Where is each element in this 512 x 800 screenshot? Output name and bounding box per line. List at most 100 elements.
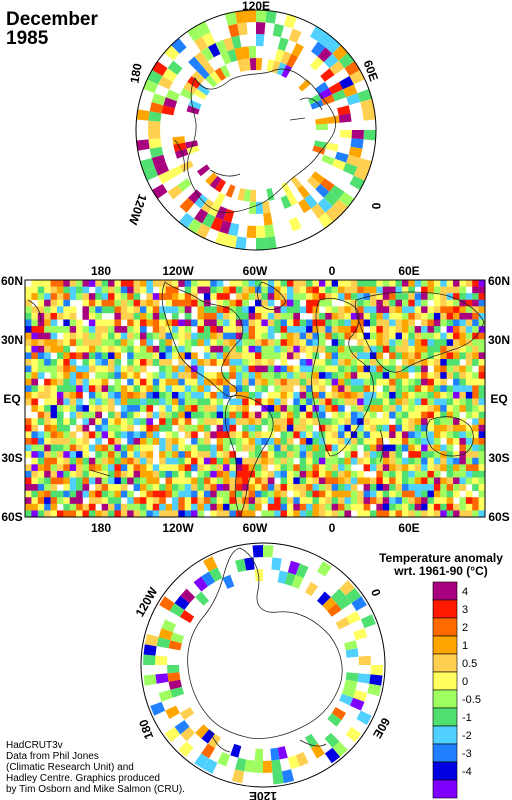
anomaly-cell [152, 378, 160, 386]
anomaly-cell [427, 457, 435, 465]
anomaly-cell [265, 10, 277, 24]
anomaly-cell [146, 477, 154, 485]
anomaly-cell [152, 61, 168, 76]
anomaly-cell [120, 306, 128, 314]
anomaly-cell [159, 398, 166, 406]
anomaly-cell [389, 365, 396, 373]
anomaly-cell [427, 444, 435, 452]
anomaly-cell [317, 47, 333, 63]
anomaly-cell [357, 378, 364, 386]
anomaly-cell [280, 365, 288, 373]
anomaly-cell [286, 339, 294, 347]
anomaly-cell [242, 319, 249, 327]
anomaly-cell [427, 280, 435, 287]
anomaly-cell [408, 286, 416, 294]
anomaly-cell [235, 464, 243, 472]
anomaly-cell [242, 372, 249, 380]
anomaly-cell [331, 405, 339, 412]
anomaly-cell [446, 411, 454, 419]
anomaly-cell [114, 306, 122, 314]
anomaly-cell [235, 490, 243, 498]
anomaly-cell [140, 464, 147, 472]
anomaly-cell [453, 352, 460, 360]
anomaly-cell [242, 431, 249, 439]
anomaly-cell [350, 319, 358, 327]
anomaly-cell [395, 319, 403, 327]
anomaly-cell [159, 359, 166, 366]
anomaly-cell [108, 391, 115, 399]
anomaly-cell [209, 176, 222, 189]
anomaly-cell [338, 484, 345, 491]
anomaly-cell [127, 339, 134, 347]
anomaly-cell [25, 319, 32, 327]
anomaly-cell [363, 484, 371, 491]
anomaly-cell [350, 438, 358, 445]
anomaly-cell [235, 470, 243, 478]
anomaly-cell [31, 319, 39, 327]
anomaly-cell [363, 365, 371, 373]
anomaly-cell [255, 372, 262, 380]
anomaly-cell [191, 332, 198, 340]
anomaly-cell [267, 359, 275, 366]
anomaly-cell [165, 510, 173, 517]
anomaly-cell [69, 280, 77, 287]
legend-swatch [432, 653, 458, 673]
anomaly-cell [229, 299, 237, 307]
anomaly-cell [414, 332, 422, 340]
anomaly-cell [50, 359, 58, 366]
anomaly-cell [311, 203, 326, 219]
anomaly-cell [31, 359, 39, 366]
anomaly-cell [114, 418, 122, 426]
anomaly-cell [152, 503, 160, 511]
anomaly-cell [306, 431, 313, 439]
legend-label: 0 [462, 676, 468, 688]
anomaly-cell [318, 372, 326, 380]
anomaly-cell [82, 299, 90, 307]
anomaly-cell [446, 418, 454, 426]
anomaly-cell [120, 464, 128, 472]
anomaly-cell [280, 359, 288, 366]
anomaly-cell [370, 418, 377, 426]
anomaly-cell [50, 431, 58, 439]
anomaly-cell [446, 365, 454, 373]
anomaly-cell [101, 319, 109, 327]
anomaly-cell [318, 497, 326, 505]
anomaly-cell [242, 326, 249, 333]
anomaly-cell [127, 451, 134, 459]
anomaly-cell [286, 438, 294, 445]
anomaly-cell [370, 398, 377, 406]
anomaly-cell [25, 424, 32, 432]
anomaly-cell [427, 372, 435, 380]
anomaly-cell [339, 76, 354, 90]
anomaly-cell [140, 339, 147, 347]
anomaly-cell [286, 457, 294, 465]
anomaly-cell [246, 225, 256, 238]
anomaly-cell [120, 286, 128, 294]
anomaly-cell [178, 365, 186, 373]
anomaly-cell [325, 319, 332, 327]
anomaly-cell [229, 477, 237, 485]
anomaly-cell [197, 391, 205, 399]
anomaly-cell [446, 391, 454, 399]
anomaly-cell [357, 490, 364, 498]
anomaly-cell [293, 280, 301, 287]
anomaly-cell [242, 352, 249, 360]
anomaly-cell [222, 574, 235, 589]
north-anomaly-cells [136, 10, 376, 250]
anomaly-cell [248, 365, 256, 373]
south-label-60e: 60E [370, 715, 393, 740]
anomaly-cell [120, 385, 128, 393]
anomaly-cell [327, 603, 342, 617]
anomaly-cell [446, 431, 454, 439]
anomaly-cell [191, 444, 198, 452]
anomaly-cell [459, 352, 467, 360]
anomaly-cell [127, 286, 134, 294]
anomaly-cell [50, 326, 58, 333]
anomaly-cell [395, 424, 403, 432]
anomaly-cell [255, 359, 262, 366]
anomaly-cell [318, 444, 326, 452]
anomaly-cell [440, 385, 447, 393]
anomaly-cell [152, 352, 160, 360]
anomaly-cell [344, 438, 352, 445]
anomaly-cell [357, 280, 364, 287]
